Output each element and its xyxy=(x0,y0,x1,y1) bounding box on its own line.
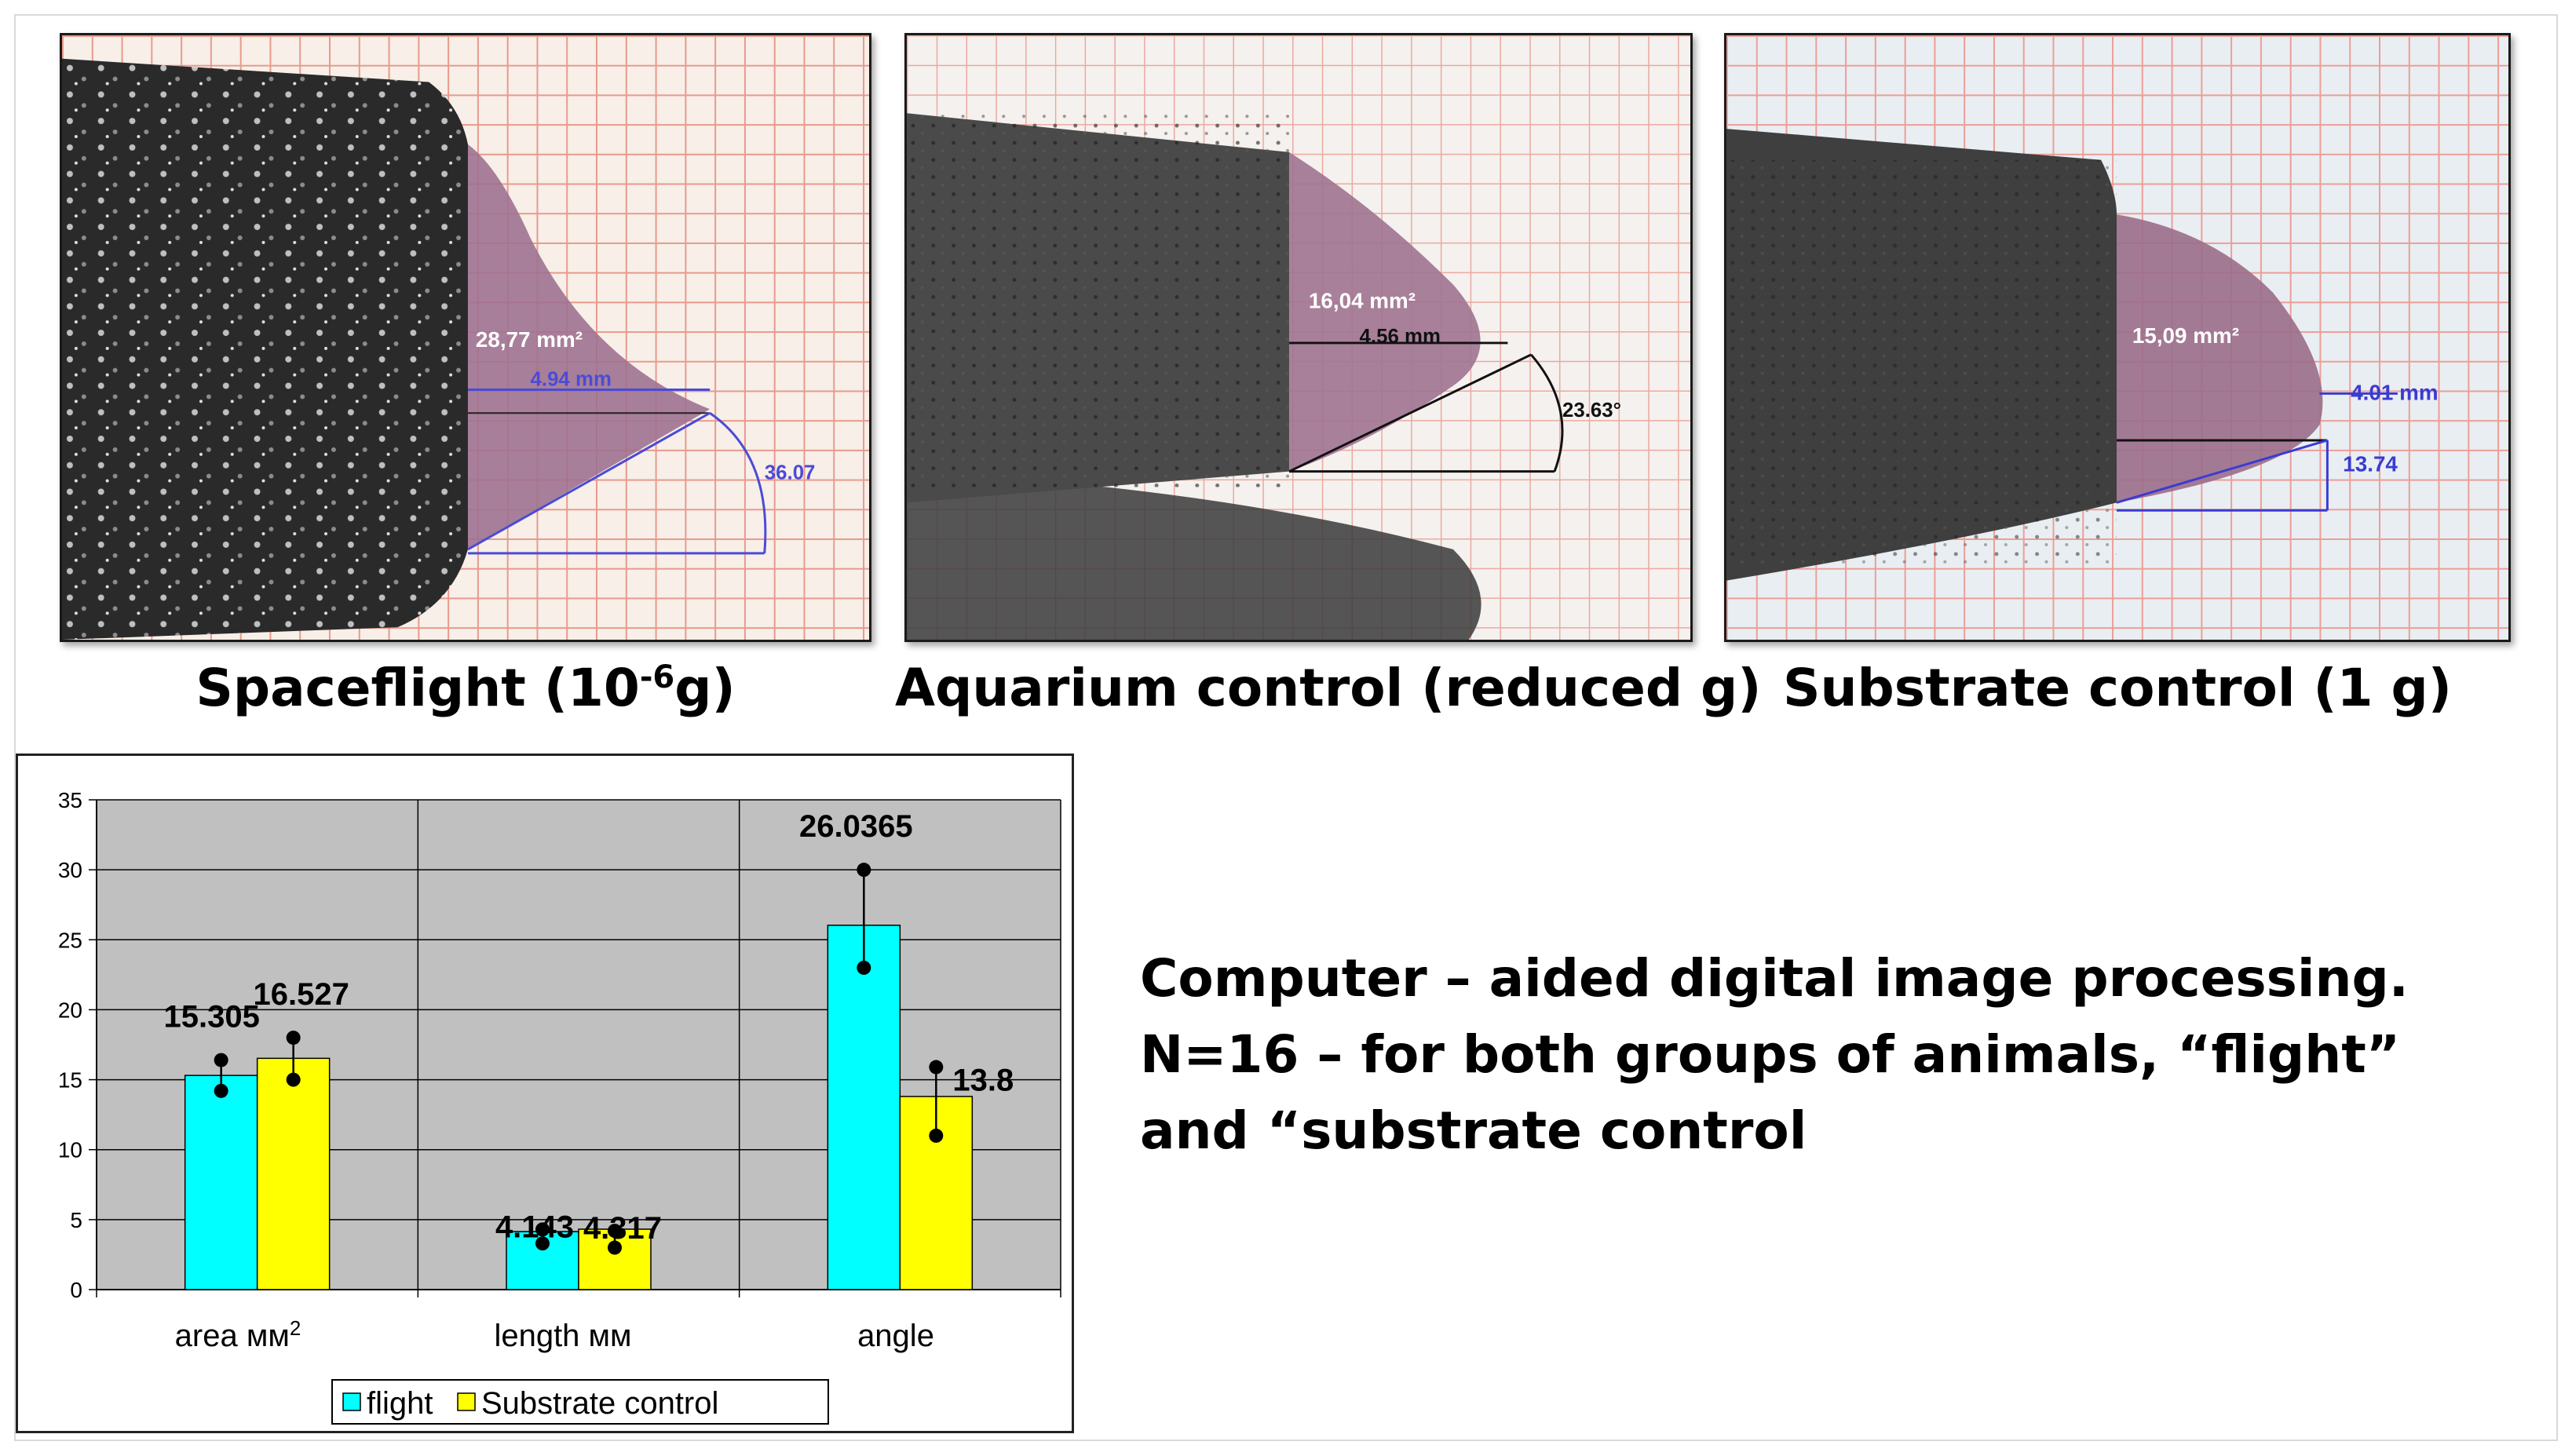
length-annotation: 4.01 mm xyxy=(2351,380,2438,404)
y-tick-label: 30 xyxy=(58,858,82,882)
bar xyxy=(827,925,901,1290)
aquarium-control-photo: 16,04 mm² 4.56 mm 23.63° xyxy=(904,33,1693,642)
description-text: Computer – aided digital image processin… xyxy=(1140,940,2409,1169)
legend-label-substrate: Substrate control xyxy=(481,1386,718,1421)
error-bar-cap xyxy=(929,1128,944,1143)
bar-chart: 0 5 10 15 20 25 30 35 15.305 4.143 26.0365 16.527 4… xyxy=(58,788,1061,1425)
data-label: 4.317 xyxy=(583,1211,662,1246)
aquarium-control-caption: Aquarium control (reduced g) xyxy=(895,658,1762,718)
data-label: 16.527 xyxy=(253,977,349,1012)
x-label-area: area мм2 xyxy=(175,1316,301,1353)
error-bar-cap xyxy=(286,1031,301,1045)
angle-annotation: 23.63° xyxy=(1562,400,1621,421)
substrate-control-photo: 15,09 mm² 4.01 mm 13.74 xyxy=(1724,33,2511,642)
angle-annotation: 13.74 xyxy=(2343,452,2398,476)
bar xyxy=(256,1057,331,1290)
data-label: 13.8 xyxy=(952,1064,1014,1098)
error-bar-cap xyxy=(535,1222,550,1237)
length-annotation: 4.56 mm xyxy=(1360,326,1441,348)
area-annotation: 15,09 mm² xyxy=(2132,323,2239,348)
y-tick-label: 25 xyxy=(58,928,82,952)
area-annotation: 28,77 mm² xyxy=(476,327,583,352)
x-label-length: length мм xyxy=(494,1319,631,1353)
legend-swatch-flight xyxy=(342,1392,361,1411)
data-label: 4.143 xyxy=(495,1210,574,1244)
y-tick-label: 20 xyxy=(58,998,82,1022)
legend-label-flight: flight xyxy=(367,1386,433,1421)
error-bar-cap xyxy=(857,960,871,975)
spaceflight-caption: Spaceflight (10-6g) xyxy=(195,658,736,718)
error-bar-cap xyxy=(535,1236,550,1251)
legend: flight Substrate control xyxy=(331,1379,829,1425)
description-line: Computer – aided digital image processin… xyxy=(1140,948,2409,1009)
error-bar-cap xyxy=(857,863,871,878)
data-label: 26.0365 xyxy=(799,809,913,844)
bar-chart-panel: 0 5 10 15 20 25 30 35 15.305 4.143 26.0365 16.527 4… xyxy=(16,754,1074,1433)
y-tick-label: 10 xyxy=(58,1138,82,1162)
bar xyxy=(184,1075,258,1290)
length-annotation: 4.94 mm xyxy=(531,369,612,391)
spaceflight-photo: 28,77 mm² 4.94 mm 36.07 xyxy=(60,33,871,642)
description-line: and “substrate control xyxy=(1140,1100,1807,1161)
y-tick-label: 0 xyxy=(70,1278,82,1302)
error-bar-cap xyxy=(608,1224,622,1239)
area-annotation: 16,04 mm² xyxy=(1309,288,1416,312)
error-bar-cap xyxy=(608,1240,622,1255)
legend-swatch-substrate xyxy=(457,1392,476,1411)
angle-annotation: 36.07 xyxy=(765,462,816,484)
error-bar-cap xyxy=(286,1072,301,1087)
data-label: 15.305 xyxy=(163,1000,259,1035)
error-bar-cap xyxy=(214,1083,228,1098)
y-tick-label: 15 xyxy=(58,1068,82,1093)
slide-frame xyxy=(14,14,2558,1441)
error-bar-cap xyxy=(214,1053,228,1067)
substrate-control-caption: Substrate control (1 g) xyxy=(1783,658,2452,718)
y-tick-label: 5 xyxy=(70,1208,82,1232)
error-bar-cap xyxy=(929,1060,944,1075)
description-line: N=16 – for both groups of animals, “flig… xyxy=(1140,1024,2401,1085)
x-label-angle: angle xyxy=(857,1319,934,1353)
y-tick-label: 35 xyxy=(58,788,82,812)
